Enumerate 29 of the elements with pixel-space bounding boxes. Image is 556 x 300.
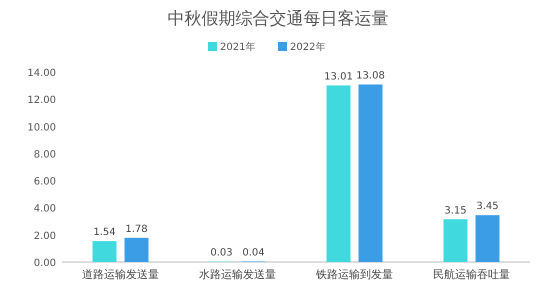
data-label: 0.03 <box>210 248 233 259</box>
x-tick-label: 道路运输发送量 <box>82 268 159 281</box>
y-tick-label: 14.00 <box>27 68 56 79</box>
x-tick-label: 民航运输吞吐量 <box>433 268 510 281</box>
data-label: 0.04 <box>242 247 265 258</box>
bar <box>358 84 382 262</box>
x-tick-label: 水路运输发送量 <box>199 268 276 281</box>
legend-label: 2021年 <box>220 41 256 53</box>
chart-title: 中秋假期综合交通每日客运量 <box>168 9 388 29</box>
y-tick-label: 10.00 <box>27 122 56 134</box>
y-tick-label: 0.00 <box>34 258 56 269</box>
bar <box>124 238 148 262</box>
bar <box>444 219 468 262</box>
y-tick-label: 12.00 <box>27 95 56 106</box>
x-tick-label: 铁路运输到发量 <box>315 268 393 281</box>
data-label: 13.08 <box>356 70 385 82</box>
y-tick-label: 6.00 <box>34 176 56 188</box>
bar <box>326 85 350 262</box>
bar <box>476 215 500 262</box>
y-tick-label: 4.00 <box>34 204 56 215</box>
data-label: 3.45 <box>476 201 499 212</box>
y-tick-label: 2.00 <box>34 230 56 242</box>
data-label: 3.15 <box>444 205 467 216</box>
legend-label: 2022年 <box>290 41 326 53</box>
data-label: 1.54 <box>93 227 116 238</box>
y-tick-label: 8.00 <box>34 149 56 160</box>
data-label: 13.01 <box>324 71 353 82</box>
data-label: 1.78 <box>125 224 148 235</box>
bar <box>92 241 116 262</box>
